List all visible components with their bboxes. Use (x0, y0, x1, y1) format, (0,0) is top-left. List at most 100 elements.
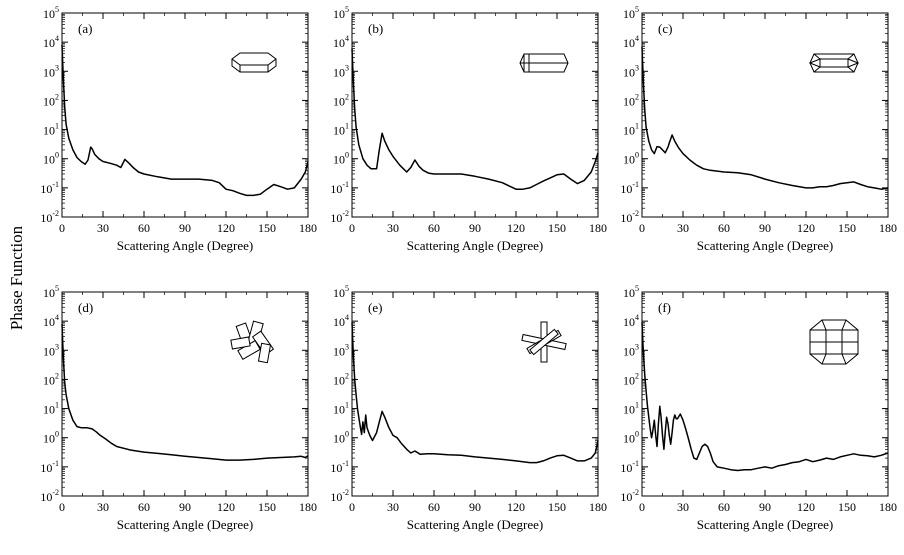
x-axis-label: Scattering Angle (Degree) (407, 238, 543, 253)
panel-label: (b) (368, 21, 383, 36)
x-tick-label: 150 (838, 221, 856, 235)
y-tick-label: 10-1 (620, 180, 639, 196)
phase-function-line (641, 46, 889, 190)
x-tick-label: 60 (138, 221, 150, 235)
y-tick-label: 10-1 (40, 459, 59, 475)
phase-function-line (61, 323, 309, 461)
panel-d: 10-2 10-1 100 101 102 103 104 105 0 30 60 90 120 150 1… (40, 284, 317, 532)
x-tick-label: 90 (469, 500, 481, 514)
y-tick-label: 105 (623, 5, 639, 21)
y-tick-label: 100 (43, 151, 59, 167)
hexagonal-plate-icon (231, 52, 277, 73)
y-tick-label: 102 (43, 371, 59, 387)
x-tick-label: 180 (299, 500, 317, 514)
y-tick-label: 105 (333, 284, 349, 300)
panel-label: (a) (78, 21, 92, 36)
x-tick-label: 90 (469, 221, 481, 235)
y-tick-label: 103 (623, 342, 639, 358)
y-tick-label: 100 (333, 430, 349, 446)
x-tick-label: 120 (797, 221, 815, 235)
y-tick-label: 102 (333, 92, 349, 108)
plot-frame (61, 291, 309, 497)
x-tick-label: 150 (548, 221, 566, 235)
x-tick-label: 60 (718, 221, 730, 235)
x-axis-label: Scattering Angle (Degree) (697, 238, 833, 253)
y-tick-label: 10-2 (620, 209, 639, 225)
y-tick-label: 10-2 (620, 488, 639, 504)
phase-function-line (61, 44, 309, 197)
x-tick-label: 60 (718, 500, 730, 514)
y-tick-label: 100 (623, 430, 639, 446)
x-axis-label: Scattering Angle (Degree) (117, 238, 253, 253)
phase-function-line (351, 48, 599, 190)
phase-function-line (641, 322, 889, 472)
y-tick-label: 100 (43, 430, 59, 446)
y-tick-label: 104 (333, 313, 349, 329)
phase-function-line (351, 322, 599, 464)
y-tick-label: 101 (43, 401, 59, 417)
x-tick-label: 150 (838, 500, 856, 514)
y-tick-label: 104 (43, 313, 59, 329)
x-tick-label: 150 (258, 500, 276, 514)
y-tick-label: 100 (623, 151, 639, 167)
y-tick-label: 104 (623, 34, 639, 50)
x-tick-label: 120 (217, 221, 235, 235)
x-tick-label: 90 (759, 221, 771, 235)
y-tick-label: 10-2 (330, 209, 349, 225)
panel-label: (c) (658, 21, 672, 36)
bullet-rosette-icon (521, 321, 567, 363)
x-tick-label: 120 (507, 221, 525, 235)
droxtal-icon (809, 319, 859, 365)
panel-c: 10-2 10-1 100 101 102 103 104 105 0 30 60 90 120 150 1… (620, 5, 897, 253)
x-tick-label: 30 (97, 221, 109, 235)
x-axis-label: Scattering Angle (Degree) (117, 517, 253, 532)
column-aggregate-icon (230, 320, 275, 364)
y-tick-label: 103 (333, 63, 349, 79)
y-tick-label: 102 (623, 371, 639, 387)
y-tick-label: 102 (333, 371, 349, 387)
y-tick-label: 10-1 (40, 180, 59, 196)
y-tick-label: 103 (43, 342, 59, 358)
x-tick-label: 30 (677, 500, 689, 514)
panel-b: 10-2 10-1 100 101 102 103 104 105 0 30 60 90 120 150 1… (330, 5, 607, 253)
panel-f: 10-2 10-1 100 101 102 103 104 105 0 30 60 90 120 150 1… (620, 284, 897, 532)
y-tick-label: 105 (623, 284, 639, 300)
x-tick-label: 0 (349, 500, 355, 514)
y-tick-label: 101 (333, 401, 349, 417)
x-tick-label: 30 (97, 500, 109, 514)
y-tick-label: 104 (43, 34, 59, 50)
x-tick-label: 0 (639, 221, 645, 235)
y-tick-label: 101 (43, 122, 59, 138)
x-axis-label: Scattering Angle (Degree) (407, 517, 543, 532)
panel-a: 10-2 10-1 100 101 102 103 104 105 0 30 60 90 120 150 1… (40, 5, 317, 253)
plot-frame (641, 12, 889, 218)
x-tick-label: 0 (349, 221, 355, 235)
y-tick-label: 10-1 (620, 459, 639, 475)
plot-frame (641, 291, 889, 497)
hollow-column-icon (808, 53, 860, 73)
x-tick-label: 180 (589, 221, 607, 235)
x-tick-label: 180 (299, 221, 317, 235)
x-tick-label: 150 (548, 500, 566, 514)
panel-e: 10-2 10-1 100 101 102 103 104 105 0 30 60 90 120 150 1… (330, 284, 607, 532)
x-tick-label: 0 (639, 500, 645, 514)
x-tick-label: 0 (59, 221, 65, 235)
y-tick-label: 104 (333, 34, 349, 50)
x-tick-label: 90 (759, 500, 771, 514)
x-tick-label: 180 (879, 221, 897, 235)
x-tick-label: 150 (258, 221, 276, 235)
y-tick-label: 102 (43, 92, 59, 108)
y-tick-label: 102 (623, 92, 639, 108)
x-tick-label: 180 (589, 500, 607, 514)
hexagonal-column-icon (519, 53, 569, 73)
y-tick-label: 105 (43, 5, 59, 21)
x-tick-label: 60 (428, 500, 440, 514)
x-tick-label: 90 (179, 221, 191, 235)
y-tick-label: 103 (333, 342, 349, 358)
x-axis-label: Scattering Angle (Degree) (697, 517, 833, 532)
y-tick-label: 10-2 (330, 488, 349, 504)
x-tick-label: 90 (179, 500, 191, 514)
y-tick-label: 100 (333, 151, 349, 167)
x-tick-label: 30 (677, 221, 689, 235)
panel-label: (e) (368, 300, 382, 315)
